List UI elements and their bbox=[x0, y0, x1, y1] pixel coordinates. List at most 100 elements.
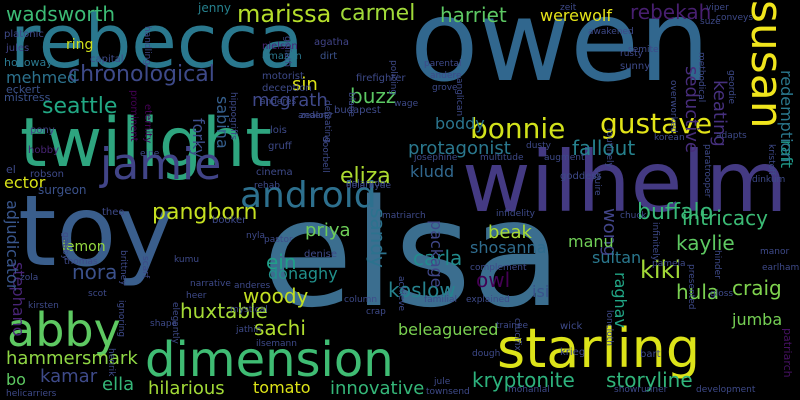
word: kumu bbox=[174, 255, 200, 265]
word: kristoff bbox=[766, 144, 776, 176]
word: anderes bbox=[260, 97, 297, 107]
word: dinkum bbox=[752, 175, 786, 185]
word: zeit bbox=[560, 3, 577, 13]
word: nielson bbox=[262, 41, 298, 52]
word: korean bbox=[654, 133, 685, 143]
word: cinema bbox=[256, 167, 293, 178]
word: pangborn bbox=[152, 200, 258, 225]
word: jamie bbox=[100, 139, 222, 190]
word: routinely bbox=[604, 128, 614, 168]
word: josephine bbox=[414, 153, 458, 163]
word: toy bbox=[18, 175, 175, 289]
word: multitude bbox=[480, 153, 524, 163]
word: nyla bbox=[246, 231, 266, 241]
word: doorbell bbox=[320, 136, 330, 173]
word: wage bbox=[394, 99, 419, 109]
word: bonnie bbox=[470, 112, 566, 145]
word: conveys bbox=[716, 13, 754, 23]
word: trainee bbox=[496, 321, 529, 331]
word: pony bbox=[30, 125, 55, 136]
word: android bbox=[240, 175, 377, 216]
word: motorist bbox=[262, 71, 304, 82]
word: dimension bbox=[145, 332, 394, 388]
word: chronological bbox=[68, 62, 215, 87]
word: nora bbox=[72, 260, 118, 284]
word: anderer bbox=[298, 111, 334, 121]
word: gruff bbox=[268, 141, 292, 152]
word: werewolf bbox=[540, 6, 612, 25]
word: capital bbox=[90, 54, 124, 65]
word: innovative bbox=[330, 378, 425, 399]
word: kirsten bbox=[28, 301, 59, 311]
word: elegantly bbox=[170, 302, 180, 344]
word: amazon bbox=[262, 51, 302, 62]
word: gustave bbox=[600, 107, 713, 140]
word: rusty bbox=[620, 49, 643, 59]
word: infinitely bbox=[650, 222, 660, 261]
word: kiki bbox=[640, 256, 682, 284]
word: redemption bbox=[777, 70, 796, 163]
word: defeating bbox=[322, 100, 332, 143]
word: sunny bbox=[620, 61, 651, 72]
word: jathin bbox=[236, 325, 262, 335]
word: owen bbox=[410, 0, 711, 107]
word: tomato bbox=[253, 378, 311, 397]
word: mcgrath bbox=[252, 90, 328, 111]
word: pamela bbox=[652, 259, 686, 269]
word: firefighter bbox=[356, 73, 406, 84]
word: gloss bbox=[710, 289, 734, 299]
word: ella bbox=[102, 374, 135, 395]
word: thomas bbox=[64, 257, 98, 267]
word: gabby bbox=[60, 232, 70, 260]
word: prominent bbox=[128, 90, 139, 142]
word: eternity bbox=[142, 104, 153, 144]
word: dirt bbox=[320, 51, 338, 62]
word: kaylie bbox=[676, 231, 735, 255]
word: krieg bbox=[560, 347, 586, 358]
word: sin bbox=[292, 74, 318, 95]
word: intricacy bbox=[682, 206, 768, 230]
word: adapts bbox=[716, 131, 747, 141]
word: bo bbox=[6, 370, 26, 389]
word: wadsworth bbox=[6, 2, 116, 26]
word: rehab bbox=[254, 181, 280, 191]
word: henrik bbox=[106, 348, 116, 377]
word: lois bbox=[270, 125, 287, 136]
word: beleaguered bbox=[398, 320, 499, 339]
word: adjudicator bbox=[3, 200, 22, 291]
word: ignoring bbox=[116, 300, 126, 338]
word: hobby bbox=[28, 145, 60, 156]
word: jenny bbox=[198, 1, 232, 15]
word: viper bbox=[706, 3, 729, 13]
word: pastor bbox=[264, 235, 293, 245]
word: kryptonite bbox=[472, 368, 575, 392]
word: patriarch bbox=[781, 328, 794, 378]
word: koslow bbox=[388, 278, 456, 302]
word: suze bbox=[700, 17, 721, 27]
word: priya bbox=[305, 220, 351, 241]
word: hinder bbox=[712, 250, 722, 279]
word: sabina bbox=[213, 96, 232, 149]
word: rebecca bbox=[10, 0, 304, 85]
word: semite bbox=[628, 45, 659, 55]
word: townsend bbox=[426, 387, 470, 397]
word: sachi bbox=[254, 316, 306, 340]
word: blane bbox=[346, 92, 356, 117]
word: bart bbox=[640, 349, 661, 360]
word: budapest bbox=[334, 105, 381, 116]
word: methodical bbox=[696, 52, 706, 103]
word: paratrooper bbox=[702, 144, 712, 198]
word: protagonist bbox=[408, 138, 511, 159]
word: brittney bbox=[118, 250, 128, 286]
word: achieve bbox=[396, 276, 406, 312]
word: manu bbox=[568, 232, 614, 251]
word: augment bbox=[544, 153, 585, 163]
word: huxtable bbox=[180, 299, 268, 323]
word: infidelity bbox=[496, 209, 535, 219]
word: overworked bbox=[668, 80, 678, 133]
word: wilhelm bbox=[462, 133, 788, 231]
word: theo bbox=[102, 207, 125, 218]
word: seductive bbox=[681, 66, 702, 153]
word: susan bbox=[741, 0, 792, 129]
word: robson bbox=[30, 169, 65, 180]
